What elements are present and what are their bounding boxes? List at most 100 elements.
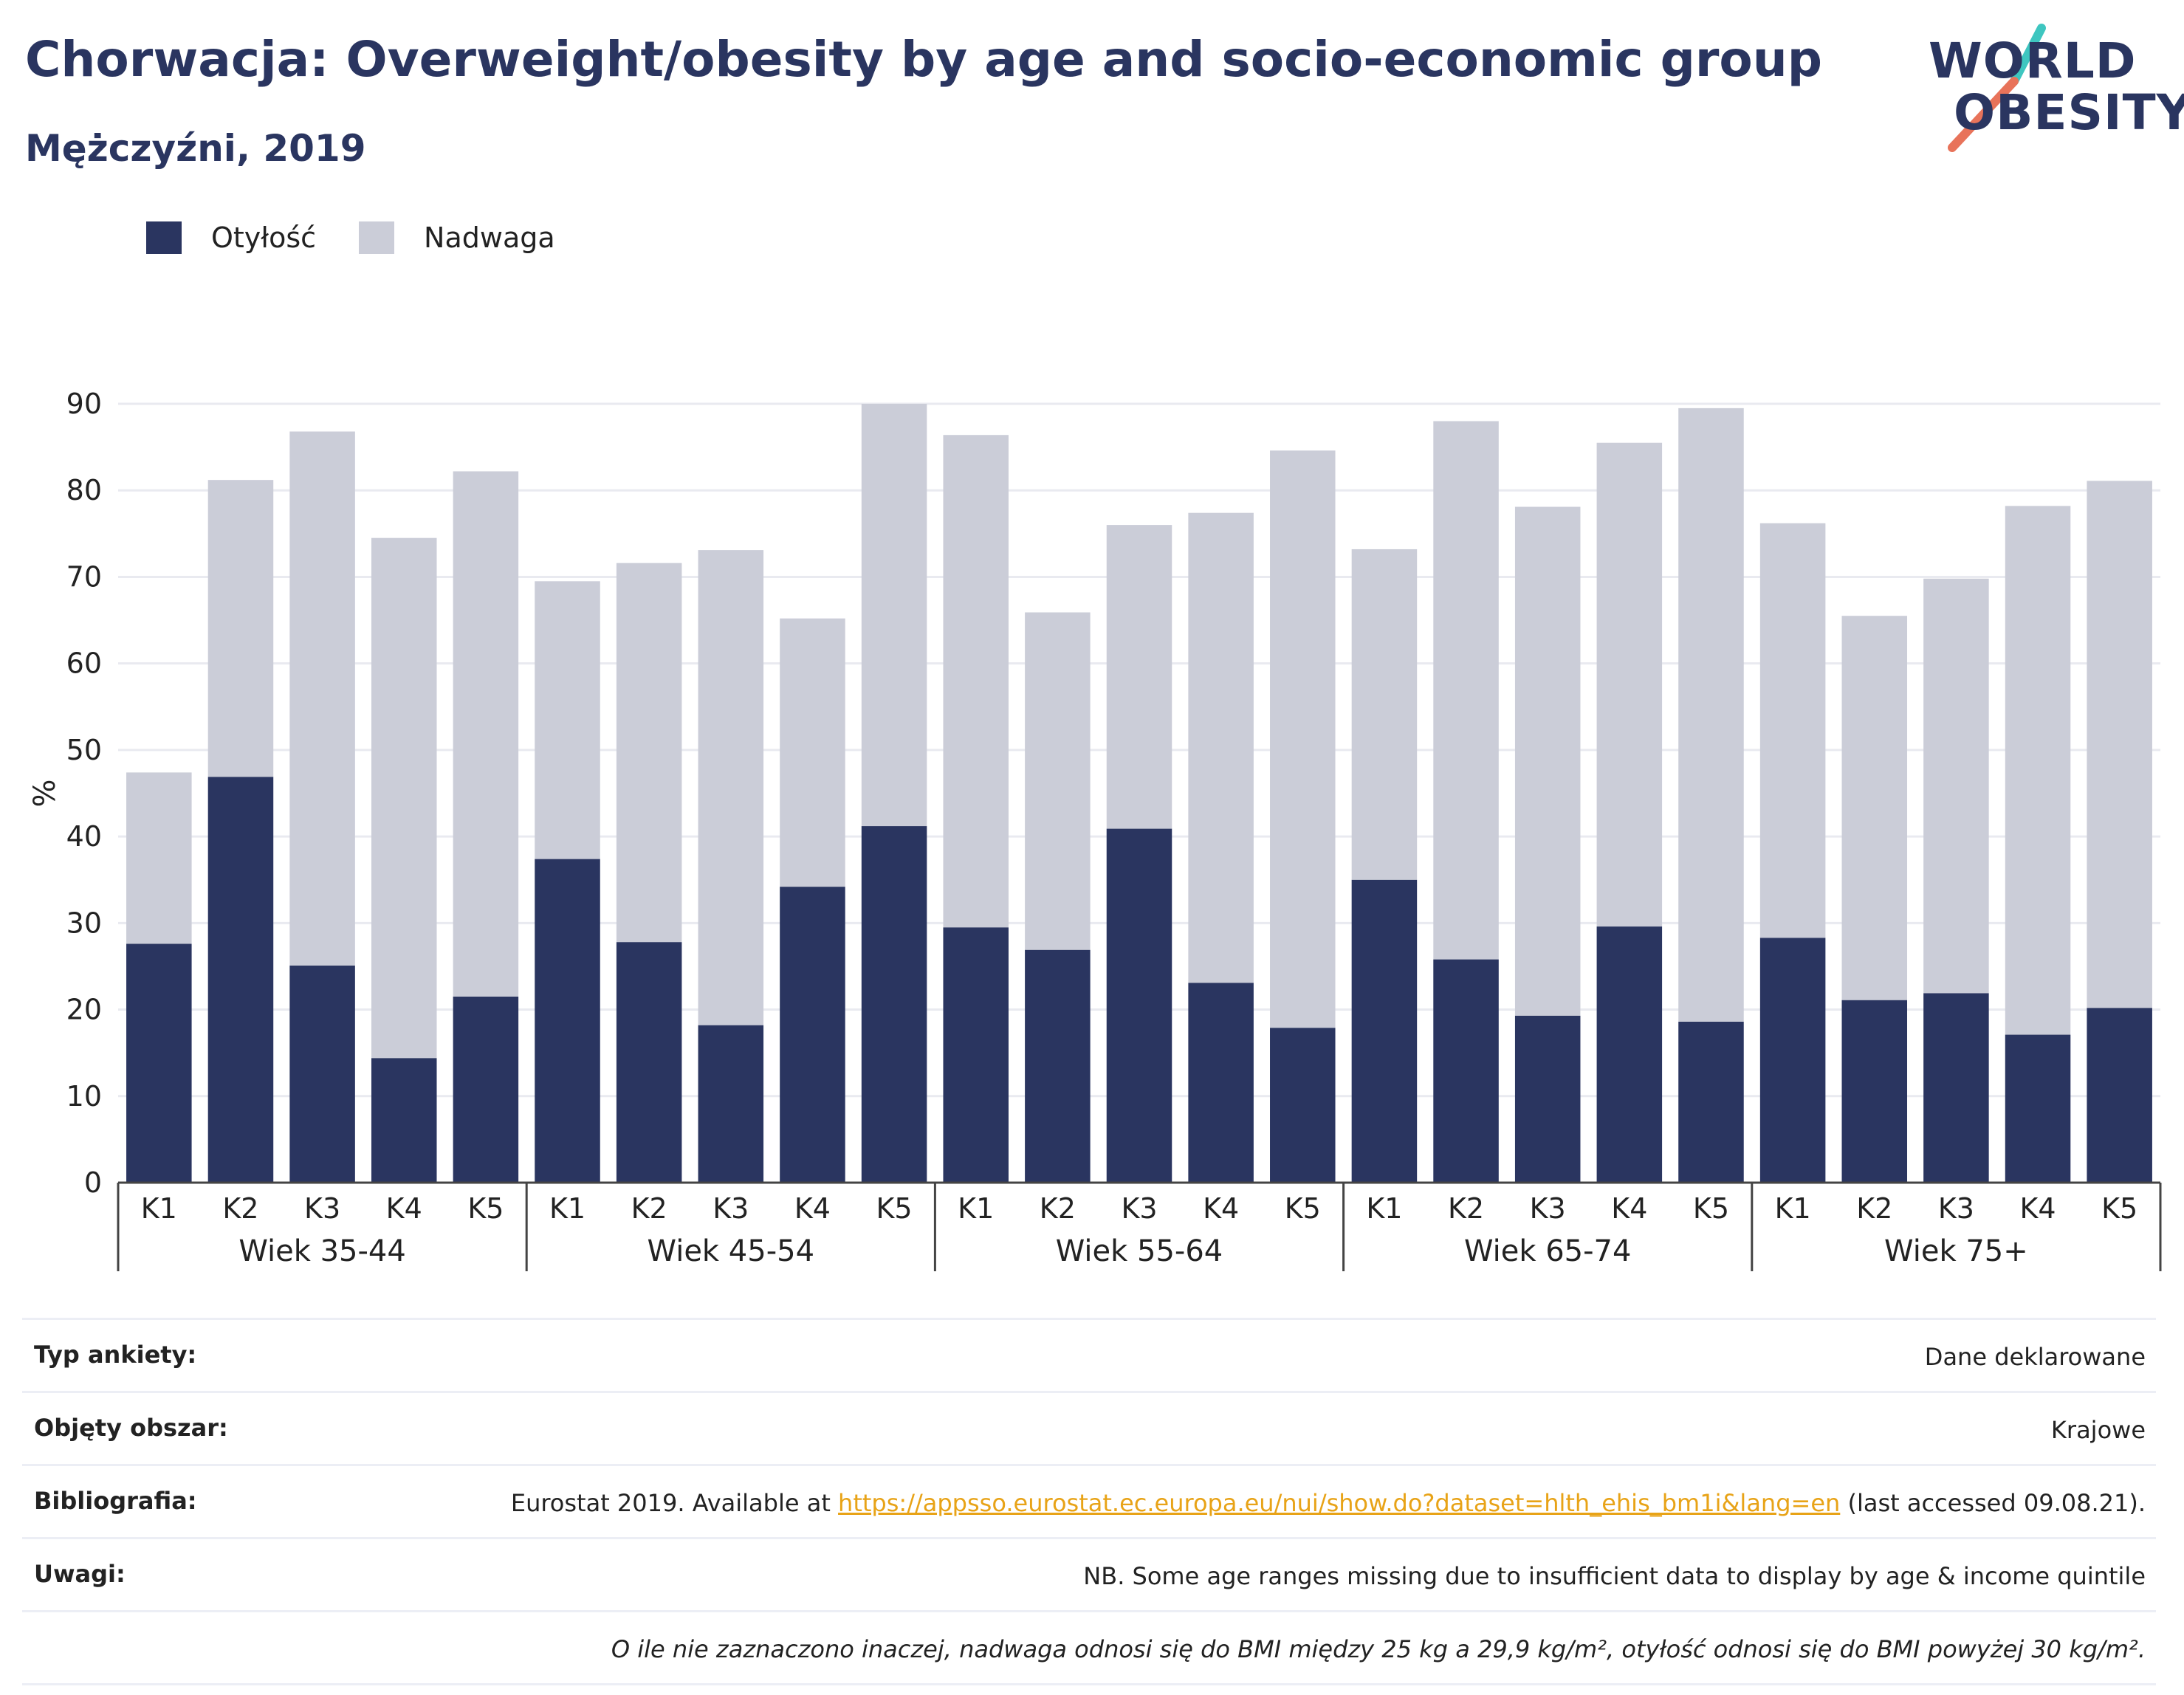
bibliography-prefix: Eurostat 2019. Available at (510, 1489, 839, 1517)
legend-label-obesity: Otyłość (211, 221, 317, 254)
bar-obesity (1923, 993, 1989, 1183)
info-row-notes: Uwagi: NB. Some age ranges missing due t… (22, 1537, 2156, 1610)
y-tick-label: 0 (84, 1166, 102, 1199)
y-tick-label: 30 (66, 907, 102, 939)
y-tick-label: 90 (66, 388, 102, 420)
bar-obesity (1759, 938, 1826, 1183)
chart-legend: Otyłość Nadwaga (146, 221, 598, 254)
bar-obesity (371, 1058, 437, 1183)
x-tick-label: K4 (1203, 1192, 1239, 1225)
bar-overweight (1759, 523, 1826, 938)
group-label: Wiek 55-64 (1056, 1234, 1223, 1268)
bar-overweight (943, 435, 1009, 928)
logo-line2: OBESITY (1954, 84, 2184, 141)
legend-swatch-obesity (146, 221, 182, 254)
bar-overweight (616, 563, 682, 943)
logo-line1: WORLD (1929, 32, 2137, 89)
x-tick-label: K5 (2101, 1192, 2137, 1225)
bar-overweight (1596, 442, 1663, 927)
bar-obesity (1025, 949, 1091, 1183)
bibliography-link[interactable]: https://appsso.eurostat.ec.europa.eu/nui… (838, 1489, 1841, 1517)
x-tick-label: K3 (1530, 1192, 1566, 1225)
bar-obesity (616, 942, 682, 1183)
bar-overweight (1106, 525, 1172, 829)
bibliography-label: Bibliografia: (34, 1487, 197, 1515)
info-row-bibliography: Bibliografia: Eurostat 2019. Available a… (22, 1464, 2156, 1537)
world-obesity-logo: WORLD OBESITY (1927, 22, 2184, 155)
bar-obesity (1351, 879, 1418, 1183)
bar-obesity (1188, 983, 1254, 1183)
legend-item-overweight[interactable]: Nadwaga (359, 221, 555, 254)
bar-obesity (126, 943, 192, 1183)
x-tick-label: K3 (1938, 1192, 1974, 1225)
x-tick-label: K2 (631, 1192, 667, 1225)
x-tick-label: K4 (1611, 1192, 1647, 1225)
x-tick-label: K1 (141, 1192, 177, 1225)
info-table: Typ ankiety: Dane deklarowane Objęty obs… (22, 1318, 2156, 1685)
survey-value: Dane deklarowane (1924, 1343, 2146, 1371)
x-tick-label: K1 (958, 1192, 994, 1225)
bar-overweight (1514, 506, 1581, 1016)
bar-obesity (2005, 1034, 2071, 1183)
bar-obesity (861, 826, 927, 1183)
bar-obesity (289, 965, 355, 1183)
notes-label: Uwagi: (34, 1560, 126, 1588)
survey-label: Typ ankiety: (34, 1341, 197, 1369)
footnote: O ile nie zaznaczono inaczej, nadwaga od… (611, 1635, 2146, 1663)
x-tick-label: K5 (1693, 1192, 1729, 1225)
group-label: Wiek 75+ (1884, 1234, 2028, 1268)
x-tick-label: K2 (222, 1192, 258, 1225)
bar-overweight (371, 537, 437, 1059)
bar-overweight (1270, 450, 1336, 1028)
bar-overweight (698, 550, 764, 1025)
x-tick-label: K4 (794, 1192, 831, 1225)
y-tick-label: 10 (66, 1080, 102, 1113)
bar-obesity (1841, 1000, 1908, 1183)
y-tick-label: 80 (66, 474, 102, 506)
x-tick-label: K1 (1775, 1192, 1811, 1225)
bar-obesity (1678, 1021, 1744, 1183)
y-tick-label: 60 (66, 647, 102, 680)
info-row-survey: Typ ankiety: Dane deklarowane (22, 1318, 2156, 1391)
bar-overweight (453, 471, 519, 997)
info-row-footnote: O ile nie zaznaczono inaczej, nadwaga od… (22, 1610, 2156, 1685)
bar-obesity (698, 1025, 764, 1183)
x-tick-label: K5 (1285, 1192, 1321, 1225)
bar-obesity (1514, 1015, 1581, 1183)
bibliography-value: Eurostat 2019. Available at https://apps… (511, 1487, 2146, 1519)
bar-overweight (1188, 512, 1254, 983)
y-tick-label: 50 (66, 734, 102, 766)
x-tick-label: K1 (549, 1192, 586, 1225)
bar-overweight (535, 581, 600, 859)
bibliography-suffix: (last accessed 09.08.21). (1840, 1489, 2146, 1517)
group-label: Wiek 65-74 (1464, 1234, 1632, 1268)
page-title: Chorwacja: Overweight/obesity by age and… (25, 31, 1823, 88)
logo-slash-icon (1948, 24, 2046, 152)
bar-overweight (2005, 506, 2071, 1035)
y-tick-label: 70 (66, 560, 102, 593)
page-subtitle: Mężczyźni, 2019 (25, 127, 366, 170)
bar-overweight (780, 618, 845, 887)
x-tick-label: K5 (467, 1192, 504, 1225)
legend-item-obesity[interactable]: Otyłość (146, 221, 316, 254)
x-tick-label: K3 (712, 1192, 749, 1225)
bar-overweight (126, 772, 192, 944)
bar-obesity (1270, 1028, 1336, 1183)
bar-overweight (861, 404, 927, 827)
bar-obesity (1596, 926, 1663, 1183)
bar-overweight (1351, 549, 1418, 880)
bar-overweight (1923, 578, 1989, 994)
bar-overweight (2087, 481, 2152, 1008)
x-tick-label: K2 (1856, 1192, 1892, 1225)
y-axis-label: % (28, 779, 62, 807)
x-tick-label: K5 (876, 1192, 913, 1225)
bar-obesity (943, 927, 1009, 1183)
area-label: Objęty obszar: (34, 1414, 228, 1442)
bar-obesity (535, 859, 600, 1183)
legend-swatch-overweight (359, 221, 395, 254)
bar-obesity (2087, 1008, 2152, 1183)
info-row-area: Objęty obszar: Krajowe (22, 1391, 2156, 1464)
notes-value: NB. Some age ranges missing due to insuf… (1083, 1562, 2146, 1590)
x-tick-label: K2 (1040, 1192, 1076, 1225)
group-label: Wiek 35-44 (238, 1234, 406, 1268)
